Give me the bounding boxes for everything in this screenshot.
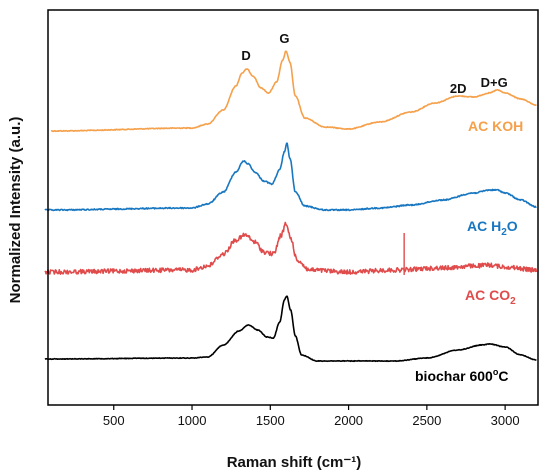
peak-label-0: D (241, 48, 250, 63)
label-ac-co2: AC CO2 (465, 287, 516, 307)
label-biochar: biochar 600oC (415, 367, 508, 384)
series-line-3 (44, 295, 537, 363)
x-axis-label: Raman shift (cm⁻¹) (227, 454, 362, 471)
label-biochar-sup: o (493, 367, 499, 377)
plot-frame (47, 9, 539, 406)
x-tick-label-2500: 2500 (412, 413, 441, 428)
label-biochar-suffix: C (498, 368, 508, 384)
peak-label-1: G (279, 31, 289, 46)
label-ac-h2o-prefix: AC H (467, 218, 501, 234)
series-line-2 (44, 221, 538, 275)
label-ac-h2o-suffix: O (507, 218, 518, 234)
label-biochar-prefix: biochar 600 (415, 368, 493, 384)
peak-label-2: 2D (450, 81, 467, 96)
label-ac-co2-sub: 2 (510, 296, 516, 307)
peak-annotations: D G 2D D+G (241, 31, 507, 96)
x-tick-label-1000: 1000 (178, 413, 207, 428)
label-ac-h2o-sub: 2 (501, 227, 507, 238)
label-ac-koh: AC KOH (468, 118, 523, 134)
spectra-group (44, 50, 538, 363)
y-axis-label: Normalized Intensity (a.u.) (7, 117, 24, 304)
series-line-0 (50, 50, 537, 133)
peak-label-3: D+G (481, 75, 508, 90)
x-tick-label-1500: 1500 (256, 413, 285, 428)
x-tick-label-2000: 2000 (334, 413, 363, 428)
x-tick-label-3000: 3000 (491, 413, 520, 428)
x-tick-label-500: 500 (103, 413, 125, 428)
series-line-1 (44, 142, 537, 212)
label-ac-h2o: AC H2O (467, 218, 518, 238)
x-axis: 500 1000 1500 2000 2500 3000 (103, 405, 520, 428)
label-ac-co2-prefix: AC CO (465, 287, 510, 303)
